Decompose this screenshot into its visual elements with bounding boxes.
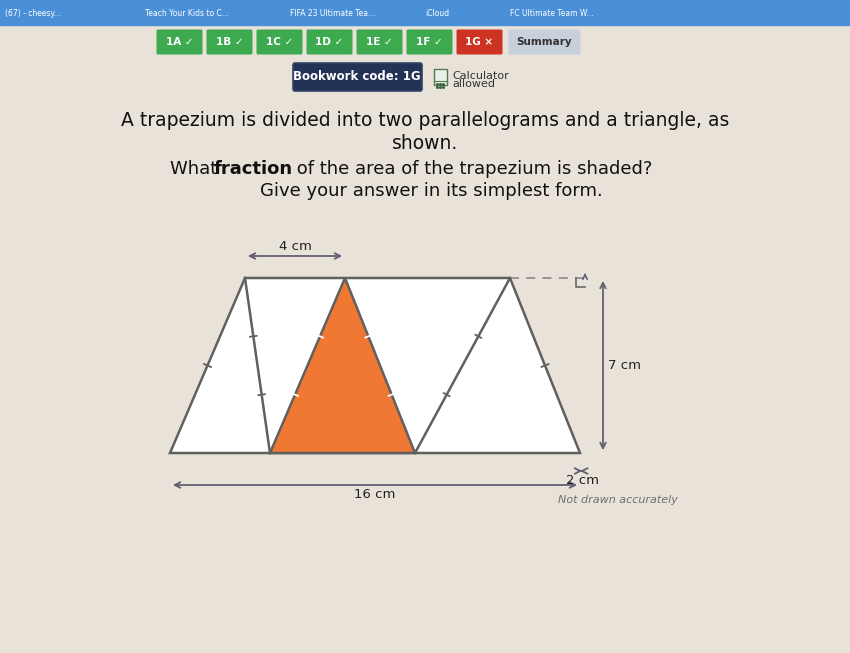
Polygon shape bbox=[270, 278, 415, 453]
Text: 1D ✓: 1D ✓ bbox=[315, 37, 343, 47]
Bar bbox=[0, 0, 850, 25]
FancyBboxPatch shape bbox=[356, 29, 403, 54]
Text: Give your answer in its simplest form.: Give your answer in its simplest form. bbox=[260, 182, 603, 200]
Text: (67) - cheesy...: (67) - cheesy... bbox=[5, 8, 61, 18]
Text: FC Ultimate Team W...: FC Ultimate Team W... bbox=[510, 8, 593, 18]
FancyBboxPatch shape bbox=[508, 29, 581, 54]
Text: 16 cm: 16 cm bbox=[354, 488, 396, 501]
Polygon shape bbox=[170, 278, 580, 453]
Text: fraction: fraction bbox=[214, 160, 293, 178]
Text: Calculator: Calculator bbox=[452, 71, 509, 81]
Text: What: What bbox=[170, 160, 223, 178]
FancyBboxPatch shape bbox=[257, 29, 303, 54]
Text: allowed: allowed bbox=[452, 79, 495, 89]
Text: 2 cm: 2 cm bbox=[566, 474, 599, 487]
Text: Bookwork code: 1G: Bookwork code: 1G bbox=[293, 71, 421, 84]
Bar bbox=[434, 69, 447, 85]
Text: 1B ✓: 1B ✓ bbox=[216, 37, 243, 47]
Text: Not drawn accurately: Not drawn accurately bbox=[558, 495, 678, 505]
FancyBboxPatch shape bbox=[207, 29, 252, 54]
FancyBboxPatch shape bbox=[156, 29, 202, 54]
Text: 7 cm: 7 cm bbox=[608, 359, 641, 372]
Text: Summary: Summary bbox=[517, 37, 572, 47]
Text: Teach Your Kids to C...: Teach Your Kids to C... bbox=[145, 8, 229, 18]
Text: A trapezium is divided into two parallelograms and a triangle, as: A trapezium is divided into two parallel… bbox=[121, 111, 729, 130]
Text: of the area of the trapezium is shaded?: of the area of the trapezium is shaded? bbox=[291, 160, 653, 178]
Text: 1F ✓: 1F ✓ bbox=[416, 37, 443, 47]
Text: 4 cm: 4 cm bbox=[279, 240, 311, 253]
Text: shown.: shown. bbox=[392, 134, 458, 153]
Text: FIFA 23 Ultimate Tea...: FIFA 23 Ultimate Tea... bbox=[290, 8, 375, 18]
FancyBboxPatch shape bbox=[307, 29, 353, 54]
FancyBboxPatch shape bbox=[293, 63, 422, 91]
Text: iCloud: iCloud bbox=[425, 8, 449, 18]
Text: 1G ×: 1G × bbox=[466, 37, 494, 47]
Text: 1C ✓: 1C ✓ bbox=[266, 37, 293, 47]
FancyBboxPatch shape bbox=[456, 29, 502, 54]
Text: 1E ✓: 1E ✓ bbox=[366, 37, 393, 47]
FancyBboxPatch shape bbox=[406, 29, 452, 54]
Text: 1A ✓: 1A ✓ bbox=[166, 37, 193, 47]
